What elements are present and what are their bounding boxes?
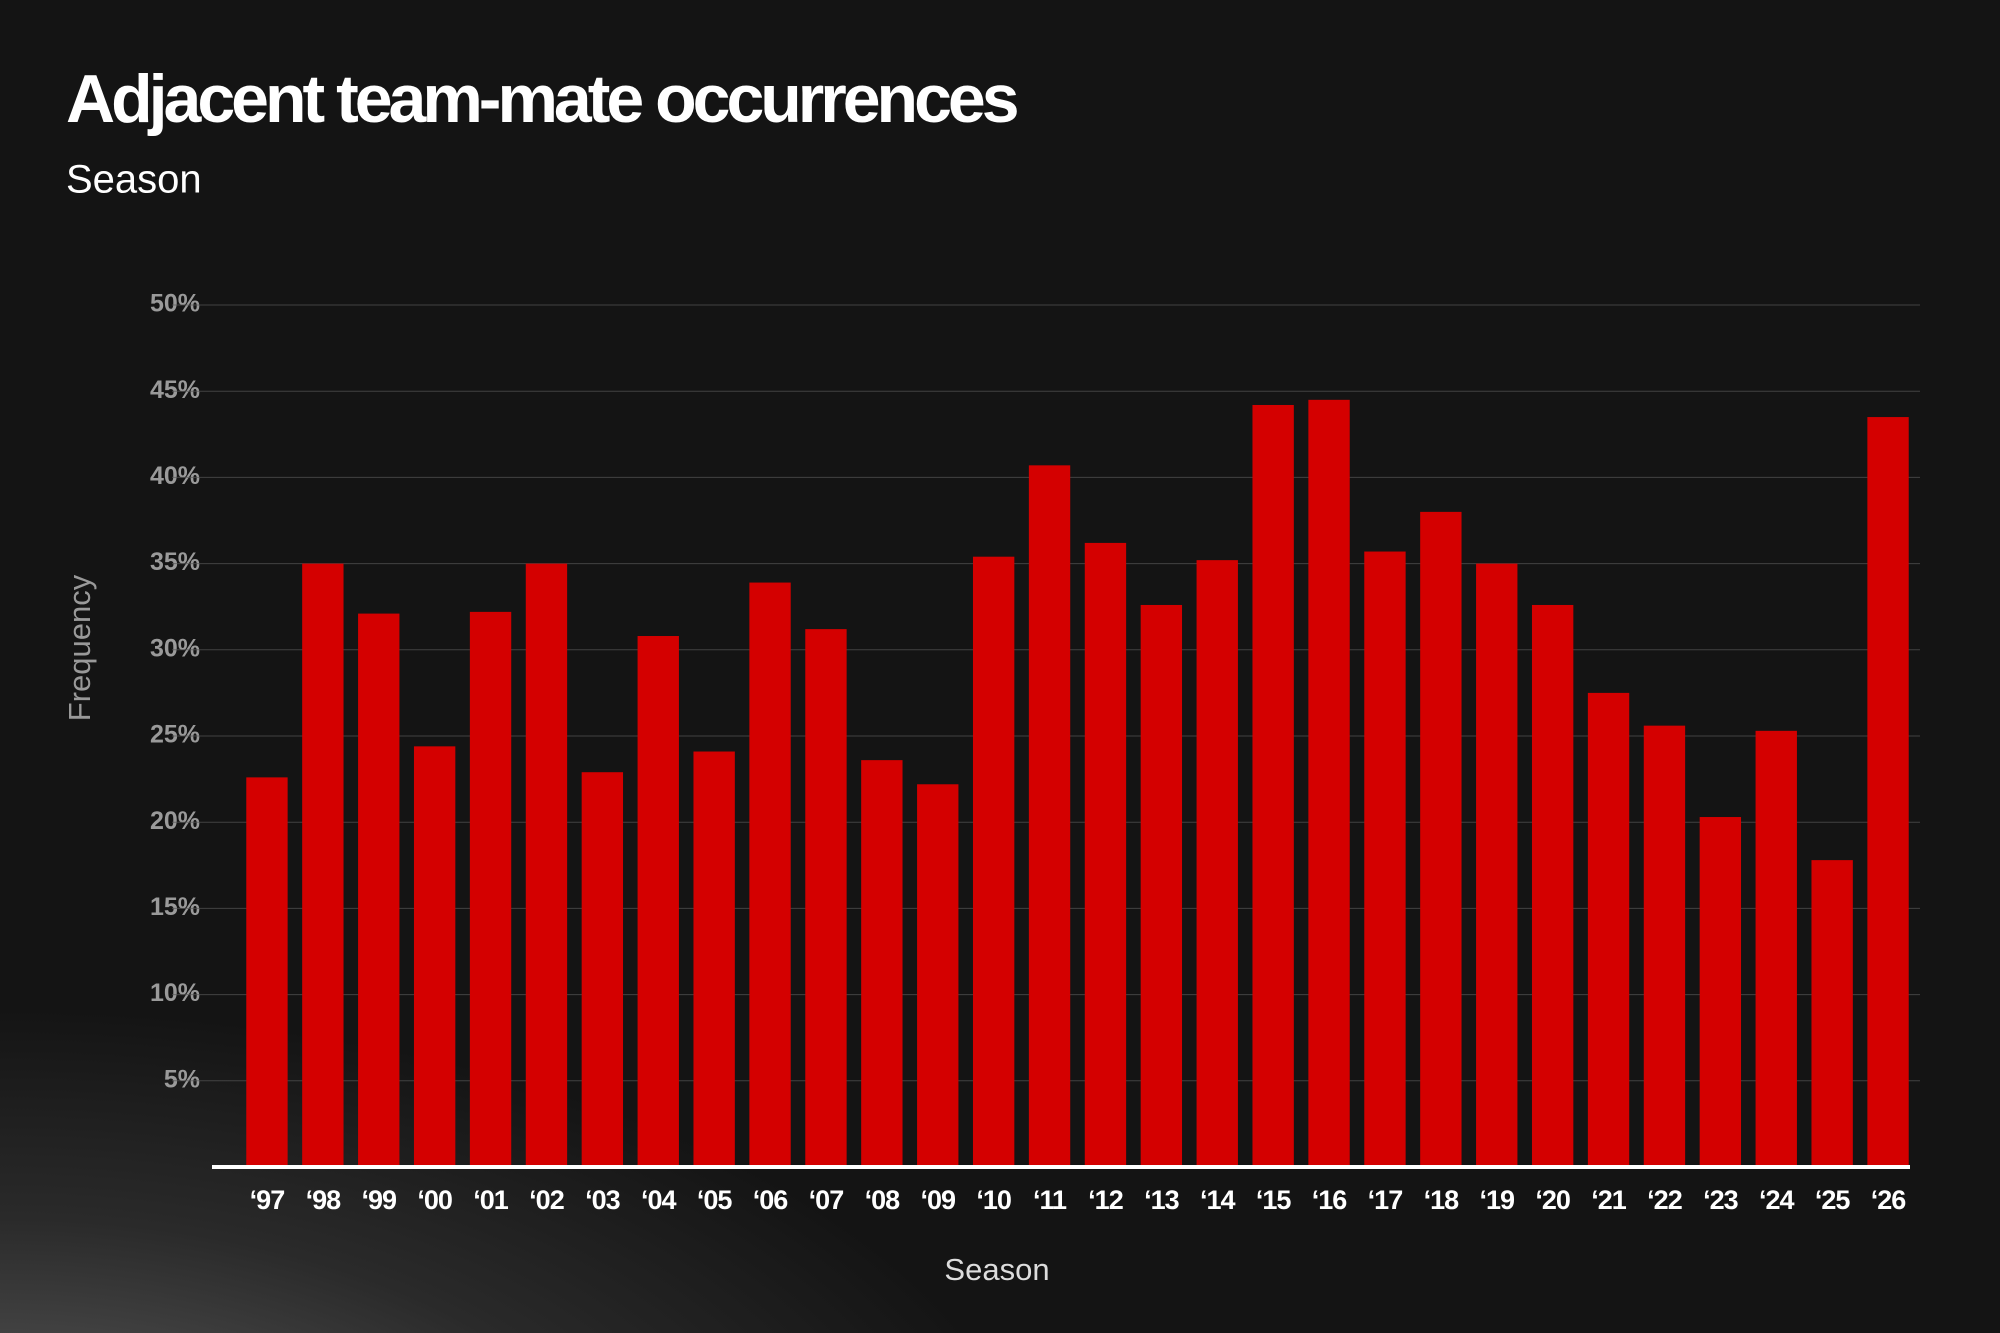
x-tick-label: ‘97 [250,1185,285,1215]
bar [1084,542,1127,1167]
x-axis-label: Season [944,1252,1049,1287]
bar [861,760,903,1167]
x-tick-label: ‘23 [1703,1185,1739,1215]
y-tick-label: 45% [150,376,200,404]
x-tick-label: ‘18 [1424,1185,1460,1215]
bar [1252,404,1294,1167]
y-tick-label: 30% [150,634,200,662]
x-tick-label: ‘19 [1479,1185,1515,1215]
bar [246,777,288,1167]
x-tick-label: ‘07 [809,1185,844,1215]
bar [749,582,791,1167]
bar [1699,817,1742,1167]
x-tick-label: ‘04 [641,1185,677,1215]
chart-subtitle: Season [66,158,202,202]
bar [1643,725,1686,1167]
x-tick-label: ‘09 [920,1185,956,1215]
x-tick-label: ‘25 [1815,1185,1851,1215]
y-tick-label: 15% [150,893,200,921]
bar [693,751,735,1167]
x-tick-label: ‘00 [417,1185,452,1215]
bar [917,784,959,1167]
x-tick-label: ‘11 [1033,1185,1067,1215]
bar [1531,604,1574,1167]
bar [1140,604,1183,1167]
x-tick-label: ‘02 [529,1185,564,1215]
bar [302,563,344,1167]
bar [358,613,400,1167]
y-tick-label: 50% [150,290,200,318]
bar [805,629,847,1167]
x-tick-label: ‘05 [697,1185,733,1215]
bar [1196,560,1238,1167]
x-tick-label: ‘17 [1368,1185,1403,1215]
x-tick-label: ‘16 [1312,1185,1348,1215]
x-tick-label: ‘12 [1088,1185,1123,1215]
bar [1867,417,1909,1167]
x-tick-label: ‘21 [1591,1185,1627,1215]
x-tick-label: ‘99 [361,1185,397,1215]
bar [1308,399,1350,1167]
y-tick-label: 5% [164,1065,200,1093]
x-tick-label: ‘01 [473,1185,509,1215]
bar [469,611,512,1167]
bar [413,746,456,1167]
bar [581,772,624,1167]
x-tick-label: ‘10 [976,1185,1011,1215]
x-tick-label: ‘06 [753,1185,789,1215]
x-tick-label: ‘24 [1759,1185,1795,1215]
x-tick-label: ‘98 [306,1185,342,1215]
y-tick-label: 40% [150,462,200,490]
x-tick-label: ‘13 [1144,1185,1180,1215]
bar [1364,551,1406,1167]
bar [1028,465,1071,1167]
x-tick-label: ‘22 [1647,1185,1682,1215]
bar [1420,511,1462,1167]
x-tick-label: ‘03 [585,1185,621,1215]
bar [1811,860,1853,1167]
y-tick-label: 20% [150,807,200,835]
x-tick-label: ‘15 [1256,1185,1292,1215]
bar [972,556,1015,1167]
x-tick-label: ‘14 [1200,1185,1236,1215]
bar [1587,692,1630,1167]
y-tick-label: 25% [150,721,200,749]
x-tick-label: ‘20 [1535,1185,1570,1215]
x-tick-label: ‘26 [1871,1185,1907,1215]
bar [1476,563,1518,1167]
y-tick-label: 35% [150,548,200,576]
bar [1755,730,1797,1167]
y-tick-label: 10% [150,979,200,1007]
chart-title: Adjacent team-mate occurrences [66,61,1018,137]
bar [525,563,568,1167]
bar [637,636,679,1167]
y-axis-label: Frequency [62,574,97,721]
x-tick-label: ‘08 [865,1185,901,1215]
